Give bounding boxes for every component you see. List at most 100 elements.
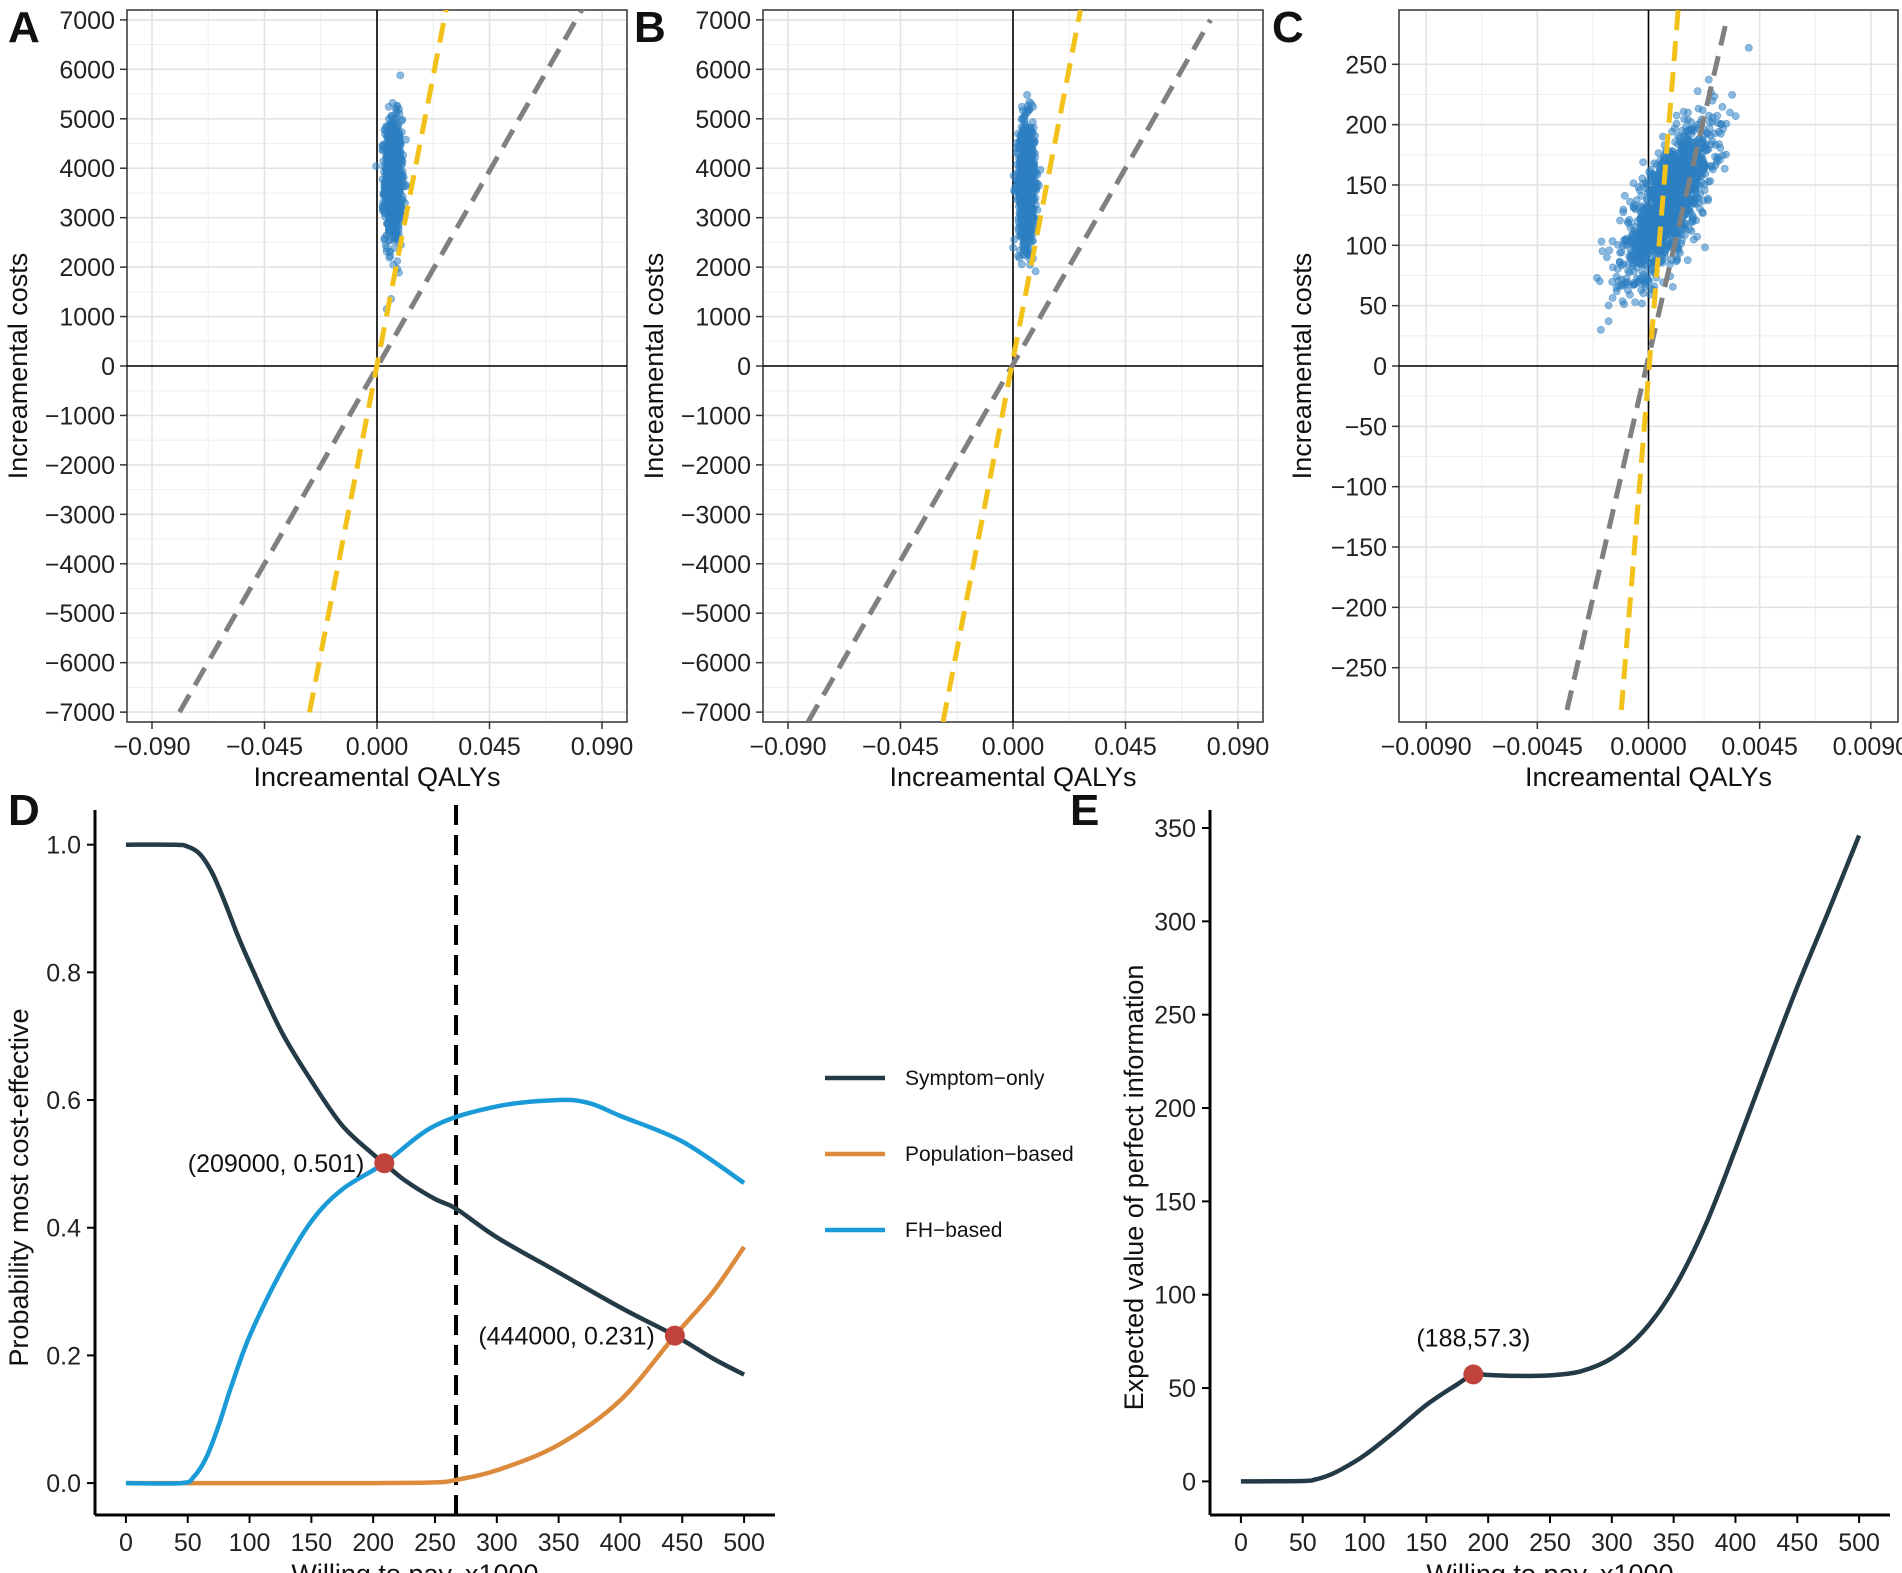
- y-axis-title: Increamental costs: [639, 253, 669, 480]
- scatter-point: [1670, 198, 1679, 206]
- scatter-point: [1686, 196, 1695, 205]
- scatter-point: [1634, 183, 1643, 192]
- panel-d: (209000, 0.501) (444000, 0.231) 0 50 100 150 2…: [4, 786, 1074, 1573]
- y-tick-label: 3000: [59, 205, 115, 233]
- y-tick-label: 5000: [59, 106, 115, 134]
- scatter-point: [1626, 197, 1634, 206]
- scatter-point: [1016, 190, 1024, 199]
- scatter-point: [1631, 298, 1639, 306]
- x-tick-label: 450: [1776, 1529, 1818, 1557]
- y-tick-label: −3000: [45, 501, 115, 529]
- x-tick-label: 0.0045: [1721, 733, 1797, 761]
- series-line-symptom-only: [125, 842, 746, 1377]
- x-tick-label: 350: [538, 1529, 580, 1557]
- scatter-points: [1009, 91, 1045, 276]
- scatter-point: [1705, 118, 1714, 127]
- y-tick-label: −150: [1331, 534, 1387, 562]
- x-tick-label: 400: [1715, 1529, 1757, 1557]
- x-axis-title: Willing to pay, x1000: [1426, 1559, 1673, 1573]
- x-tick-label: 0.000: [982, 733, 1045, 761]
- threshold-line-yellow: [940, 10, 1083, 722]
- x-tick-label: 200: [352, 1529, 394, 1557]
- legend-label: FH−based: [905, 1219, 1002, 1242]
- series-line-population-based: [125, 1245, 746, 1486]
- scatter-point: [388, 183, 397, 192]
- panel-label: E: [1070, 786, 1099, 835]
- x-tick-label: 0.0090: [1833, 733, 1902, 761]
- scatter-point: [1025, 105, 1034, 114]
- x-tick-label: 0.045: [458, 733, 521, 761]
- y-tick-label: 1.0: [46, 832, 81, 860]
- x-tick-label: 100: [229, 1529, 271, 1557]
- scatter-point: [1672, 111, 1681, 120]
- legend-label: Symptom−only: [905, 1067, 1045, 1090]
- y-tick-label: 250: [1154, 1002, 1196, 1030]
- scatter-point: [1641, 282, 1650, 291]
- y-axis-title: Probability most cost-effective: [4, 1008, 34, 1366]
- scatter-point: [1598, 247, 1607, 255]
- x-tick-label: 0.000: [346, 733, 409, 761]
- scatter-point: [1661, 232, 1670, 241]
- scatter-point: [1650, 194, 1659, 203]
- y-tick-label: 2000: [695, 254, 751, 282]
- y-tick-label: 300: [1154, 908, 1196, 936]
- x-tick-label: 450: [661, 1529, 703, 1557]
- y-tick-label: 5000: [695, 106, 751, 134]
- scatter-point: [393, 120, 401, 129]
- y-tick-label: 7000: [59, 7, 115, 35]
- scatter-point: [1672, 119, 1681, 128]
- scatter-point: [381, 177, 389, 186]
- x-tick-label: 50: [1289, 1529, 1317, 1557]
- series-line-fh-based: [125, 1097, 746, 1486]
- y-tick-label: 0.2: [46, 1342, 81, 1370]
- scatter-point: [1640, 254, 1649, 263]
- y-tick-label: −6000: [45, 650, 115, 678]
- scatter-point: [378, 206, 387, 215]
- legend: Symptom−only Population−based FH−based: [825, 1067, 1074, 1242]
- x-tick-label: 250: [414, 1529, 456, 1557]
- scatter-point: [1025, 232, 1033, 241]
- x-tick-label: 0: [119, 1529, 133, 1557]
- scatter-point: [1668, 127, 1676, 136]
- scatter-point: [1014, 150, 1023, 159]
- scatter-point: [1029, 166, 1038, 175]
- scatter-point: [1643, 274, 1652, 283]
- scatter-point: [1720, 164, 1729, 173]
- scatter-point: [393, 101, 402, 110]
- scatter-point: [1699, 156, 1708, 164]
- scatter-point: [1687, 218, 1695, 227]
- scatter-point: [1694, 104, 1703, 113]
- scatter-point: [1629, 259, 1637, 268]
- scatter-point: [1694, 198, 1703, 207]
- scatter-points: [1593, 44, 1753, 334]
- y-tick-label: 0.8: [46, 959, 81, 987]
- scatter-point: [1612, 287, 1621, 296]
- x-tick-label: 350: [1653, 1529, 1695, 1557]
- y-tick-label: −2000: [681, 452, 751, 480]
- y-tick-label: −5000: [45, 600, 115, 628]
- scatter-point: [1620, 300, 1628, 309]
- scatter-point: [1017, 134, 1026, 143]
- scatter-point: [1018, 155, 1027, 164]
- scatter-point: [1684, 108, 1692, 117]
- scatter-point: [1018, 103, 1026, 111]
- y-tick-label: 0: [1373, 353, 1387, 381]
- scatter-point: [394, 208, 403, 217]
- scatter-point: [1017, 230, 1025, 239]
- scatter-point: [396, 71, 405, 80]
- y-tick-label: 2000: [59, 254, 115, 282]
- y-tick-label: 350: [1154, 815, 1196, 843]
- scatter-point: [1701, 243, 1709, 252]
- scatter-point: [1024, 162, 1033, 171]
- scatter-point: [398, 167, 407, 176]
- scatter-point: [1613, 264, 1622, 273]
- panel-label: C: [1272, 3, 1304, 52]
- scatter-point: [1608, 277, 1617, 286]
- scatter-point: [1695, 181, 1704, 190]
- point-annotation: (188,57.3): [1416, 1324, 1530, 1352]
- y-tick-label: 1000: [695, 304, 751, 332]
- scatter-point: [1021, 212, 1029, 220]
- x-axis-title: Increamental QALYs: [253, 762, 500, 792]
- panel-c: −0.0090 −0.0045 0.0000 0.0045 0.0090 −250 −200…: [1272, 3, 1902, 792]
- scatter-point: [1604, 301, 1613, 310]
